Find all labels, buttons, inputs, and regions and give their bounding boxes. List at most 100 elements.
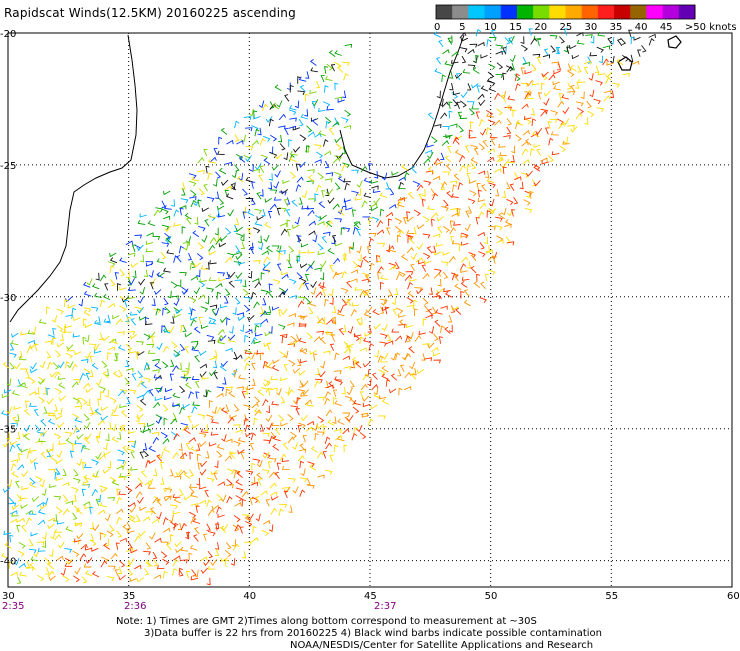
wind-barb (528, 28, 533, 36)
wind-barb (201, 207, 210, 213)
wind-barb (164, 487, 173, 493)
wind-barb (298, 282, 305, 290)
wind-barb (298, 118, 304, 127)
wind-barb (85, 570, 93, 577)
wind-barb (240, 134, 247, 143)
wind-barb (328, 288, 334, 297)
wind-barb (199, 485, 207, 490)
wind-barb (460, 91, 468, 99)
wind-barb (272, 102, 280, 110)
wind-barb (477, 231, 485, 237)
wind-barb (225, 288, 231, 296)
wind-barb (270, 431, 277, 440)
wind-barb (135, 351, 141, 360)
wind-barb (215, 171, 221, 179)
wind-barb (9, 343, 15, 351)
wind-barb (298, 422, 306, 429)
wind-barb (467, 64, 476, 69)
wind-barb (103, 442, 108, 451)
wind-barb (311, 101, 316, 109)
wind-barb (72, 550, 80, 557)
wind-barb (288, 477, 296, 483)
wind-barb (228, 337, 236, 343)
wind-barb (93, 343, 100, 351)
wind-barb (119, 537, 127, 543)
wind-barb (47, 361, 53, 370)
wind-barb (144, 568, 150, 576)
wind-barb (200, 556, 208, 562)
wind-barb (460, 290, 465, 299)
wind-barb (379, 192, 388, 198)
wind-barb (412, 368, 417, 376)
wind-barb (18, 350, 23, 359)
wind-barb (479, 242, 485, 250)
wind-barb (350, 360, 356, 369)
wind-barb (91, 283, 100, 290)
wind-barb (218, 167, 227, 175)
wind-barb (199, 371, 207, 378)
wind-barb (53, 433, 62, 440)
wind-barb (20, 448, 28, 453)
wind-barb (129, 334, 138, 340)
wind-barb (550, 131, 559, 136)
wind-barb (326, 330, 334, 336)
wind-barb (9, 362, 15, 370)
wind-barb (196, 477, 201, 486)
wind-barb (425, 314, 433, 319)
wind-barb (356, 424, 363, 433)
wind-barb (381, 172, 388, 181)
wind-barb (179, 207, 184, 216)
wind-barb (397, 230, 405, 238)
wind-barb (119, 305, 127, 312)
wind-barb (226, 478, 233, 486)
wind-barb (298, 76, 307, 82)
wind-barb (118, 490, 127, 495)
wind-barb (194, 217, 199, 225)
wind-barb (125, 314, 130, 322)
wind-barb (92, 470, 99, 478)
wind-barb (229, 414, 237, 419)
wind-barb (189, 469, 195, 477)
wind-barb (171, 295, 180, 300)
wind-barb (485, 273, 490, 282)
wind-barb (199, 460, 207, 468)
wind-barb (225, 386, 233, 391)
wind-barb (279, 351, 287, 358)
wind-barb (197, 199, 202, 208)
wind-barb (496, 62, 504, 70)
wind-barb (503, 134, 511, 139)
wind-barb (2, 487, 11, 493)
wind-barb (402, 353, 409, 361)
wind-barb (254, 408, 262, 414)
wind-barb (161, 200, 166, 208)
wind-barb (477, 93, 485, 100)
wind-barb (30, 532, 38, 537)
wind-barb (312, 234, 318, 243)
wind-barb (93, 349, 102, 354)
wind-barb (413, 299, 418, 308)
wind-barb (76, 533, 84, 540)
wind-barb (137, 351, 145, 356)
wind-barb (333, 428, 342, 433)
wind-barb (282, 179, 290, 184)
wind-barb (342, 90, 347, 99)
wind-barb (127, 316, 132, 325)
wind-barb (220, 407, 228, 414)
wind-barb (9, 534, 14, 543)
wind-barb (84, 546, 93, 551)
wind-barb (225, 271, 230, 279)
wind-barb (487, 156, 495, 163)
wind-barb (240, 241, 246, 250)
wind-barb (476, 273, 481, 282)
wind-barb (58, 440, 66, 445)
wind-barb (304, 93, 309, 102)
wind-barb (331, 334, 336, 342)
wind-barb (89, 355, 94, 363)
wind-barb (344, 298, 352, 305)
wind-barb (529, 148, 535, 156)
wind-barb (377, 355, 384, 363)
wind-barb (343, 253, 348, 262)
wind-barb (261, 208, 266, 217)
wind-barb (359, 289, 367, 297)
wind-barb (219, 316, 227, 324)
